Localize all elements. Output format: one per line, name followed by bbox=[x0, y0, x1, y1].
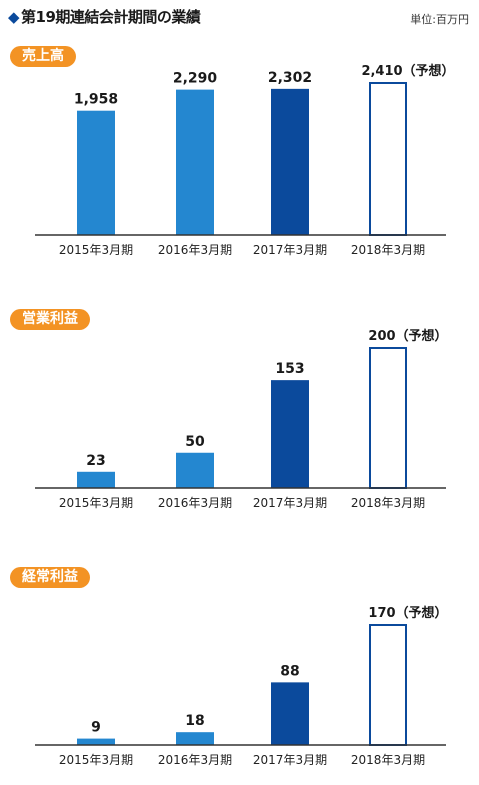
value-label-0: 9 bbox=[91, 720, 101, 736]
bar-3 bbox=[369, 624, 407, 746]
value-label-0: 1,958 bbox=[74, 92, 118, 108]
unit-label: 単位:百万円 bbox=[410, 13, 469, 26]
value-label-2: 88 bbox=[280, 663, 299, 679]
category-label-1: 2016年3月期 bbox=[158, 753, 232, 767]
chart-title-operating-profit: 営業利益 bbox=[10, 309, 90, 330]
category-label-0: 2015年3月期 bbox=[59, 753, 133, 767]
category-label-2: 2017年3月期 bbox=[253, 753, 327, 767]
value-label-3: 170（予想） bbox=[368, 605, 447, 621]
category-label-1: 2016年3月期 bbox=[158, 243, 232, 257]
value-label-3: 200（予想） bbox=[368, 328, 447, 344]
bar-1 bbox=[176, 452, 214, 488]
value-label-2: 153 bbox=[275, 361, 304, 377]
bar-2 bbox=[271, 380, 309, 488]
ordinary-profit-chart: 9 2015年3月期 18 2016年3月期 88 2017年3月期 170（予想） 2018… bbox=[35, 605, 448, 767]
category-label-2: 2017年3月期 bbox=[253, 496, 327, 510]
bar-2 bbox=[271, 88, 309, 235]
value-label-2: 2,302 bbox=[268, 70, 312, 86]
category-label-1: 2016年3月期 bbox=[158, 496, 232, 510]
category-label-2: 2017年3月期 bbox=[253, 243, 327, 257]
category-label-3: 2018年3月期 bbox=[351, 243, 425, 257]
bar-0 bbox=[77, 738, 115, 745]
sales-chart: 1,958 2015年3月期 2,290 2016年3月期 2,302 2017年3月期 2… bbox=[35, 63, 455, 257]
page-title-text: 第19期連結会計期間の業績 bbox=[21, 8, 201, 26]
bar-0 bbox=[77, 471, 115, 488]
bar-0 bbox=[77, 110, 115, 235]
category-label-0: 2015年3月期 bbox=[59, 496, 133, 510]
bar-1 bbox=[176, 89, 214, 235]
value-label-1: 18 bbox=[185, 713, 204, 729]
value-label-0: 23 bbox=[86, 453, 105, 469]
category-label-3: 2018年3月期 bbox=[351, 496, 425, 510]
bar-1 bbox=[176, 732, 214, 745]
value-label-1: 50 bbox=[185, 434, 205, 450]
page-title: ◆ 第19期連結会計期間の業績 bbox=[8, 6, 201, 27]
bar-3 bbox=[369, 347, 407, 489]
chart-title-ordinary-profit: 経常利益 bbox=[10, 567, 90, 588]
operating-profit-chart: 23 2015年3月期 50 2016年3月期 153 2017年3月期 200（予想） 20… bbox=[35, 328, 448, 510]
category-label-0: 2015年3月期 bbox=[59, 243, 133, 257]
chart-title-sales: 売上高 bbox=[10, 46, 76, 67]
value-label-3: 2,410（予想） bbox=[361, 63, 454, 79]
category-label-3: 2018年3月期 bbox=[351, 753, 425, 767]
bar-2 bbox=[271, 682, 309, 745]
bar-3 bbox=[369, 82, 407, 236]
value-label-1: 2,290 bbox=[173, 71, 218, 87]
diamond-bullet-icon: ◆ bbox=[8, 7, 20, 26]
